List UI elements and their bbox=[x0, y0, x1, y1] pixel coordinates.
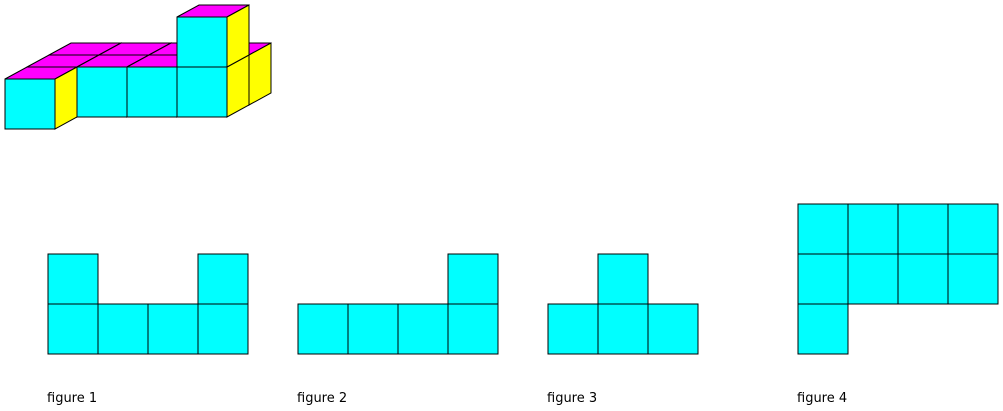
figure-4-shape bbox=[797, 203, 999, 355]
figure-label: figure 4 bbox=[797, 391, 847, 406]
figure-label: figure 1 bbox=[47, 391, 97, 406]
cube-structure bbox=[4, 4, 272, 130]
figure-label: figure 3 bbox=[547, 391, 597, 406]
figure-label: figure 2 bbox=[297, 391, 347, 406]
figure-1-shape bbox=[47, 253, 249, 355]
figure-2-shape bbox=[297, 253, 499, 355]
figure-3-shape bbox=[547, 253, 699, 355]
